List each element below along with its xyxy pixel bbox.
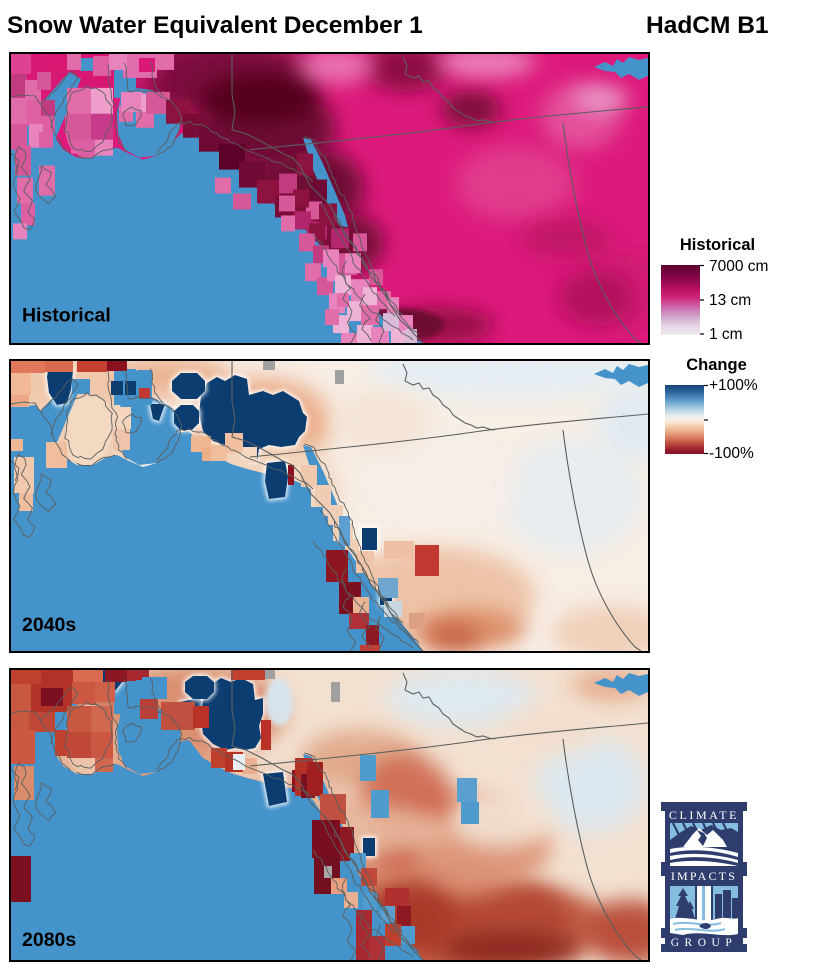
- svg-text:2040s: 2040s: [22, 614, 76, 636]
- svg-text:Historical: Historical: [22, 305, 111, 327]
- svg-text:CLIMATE: CLIMATE: [669, 808, 739, 822]
- svg-text:2080s: 2080s: [22, 929, 76, 951]
- svg-text:IMPACTS: IMPACTS: [671, 869, 737, 883]
- svg-text:GROUP: GROUP: [671, 937, 737, 949]
